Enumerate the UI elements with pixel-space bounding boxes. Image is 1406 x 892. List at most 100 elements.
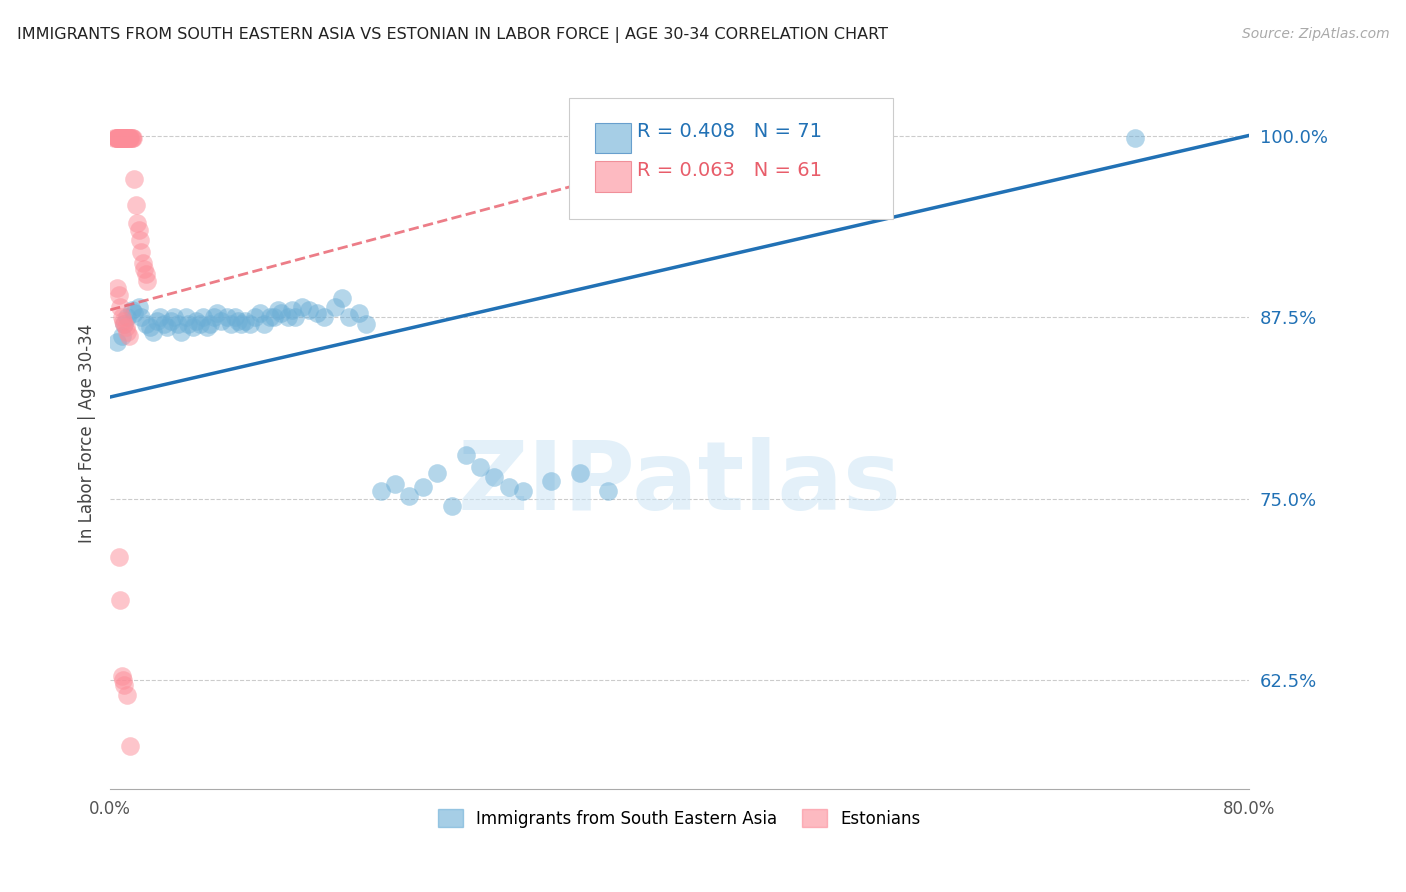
Point [174, 310, 197, 325]
Legend: Immigrants from South Eastern Asia, Estonians: Immigrants from South Eastern Asia, Esto… [432, 803, 928, 834]
Point [105, 131, 128, 145]
Point [239, 318, 262, 332]
Point [120, 131, 142, 145]
Point [202, 310, 225, 325]
Point [568, 466, 591, 480]
Point [270, 306, 292, 320]
Point [235, 314, 257, 328]
Point [108, 300, 131, 314]
Point [108, 131, 131, 145]
Point [111, 673, 134, 688]
Point [131, 310, 153, 325]
Point [128, 300, 150, 314]
Point [124, 306, 146, 320]
Point [298, 302, 321, 317]
Point [124, 172, 146, 186]
Point [191, 310, 214, 325]
Point [111, 131, 134, 145]
Point [118, 329, 141, 343]
Point [142, 325, 165, 339]
Point [177, 318, 200, 332]
Point [128, 223, 150, 237]
Point [267, 302, 290, 317]
Point [112, 131, 135, 145]
Point [136, 274, 159, 288]
Point [284, 310, 307, 325]
Point [160, 314, 183, 328]
Point [103, 131, 125, 145]
Point [115, 131, 138, 145]
Point [398, 489, 420, 503]
Point [114, 320, 136, 334]
Point [108, 131, 131, 145]
Point [115, 325, 138, 339]
Point [134, 262, 156, 277]
Point [245, 310, 267, 325]
Point [108, 131, 131, 145]
Point [312, 310, 335, 325]
Point [114, 131, 136, 145]
Point [135, 318, 157, 332]
Point [110, 131, 132, 145]
Text: R = 0.063   N = 61: R = 0.063 N = 61 [637, 161, 823, 179]
Point [107, 288, 129, 302]
Point [125, 198, 148, 212]
Point [229, 318, 252, 332]
Point [347, 306, 370, 320]
Point [115, 688, 138, 702]
Point [163, 310, 186, 325]
Point [107, 131, 129, 145]
Point [156, 320, 179, 334]
Point [195, 320, 218, 334]
Point [205, 306, 228, 320]
Point [107, 549, 129, 564]
Point [198, 318, 221, 332]
Point [323, 300, 346, 314]
Point [111, 131, 134, 145]
Point [305, 306, 328, 320]
Point [121, 131, 143, 145]
Point [253, 318, 276, 332]
Point [412, 480, 434, 494]
Point [384, 477, 406, 491]
Point [127, 216, 149, 230]
Y-axis label: In Labor Force | Age 30-34: In Labor Force | Age 30-34 [79, 324, 96, 543]
Point [498, 480, 520, 494]
Point [188, 318, 211, 332]
Point [129, 233, 152, 247]
Point [105, 281, 128, 295]
Point [512, 484, 534, 499]
Point [224, 310, 246, 325]
Point [484, 470, 506, 484]
Point [131, 244, 153, 259]
Point [112, 131, 135, 145]
Point [226, 314, 249, 328]
Point [281, 302, 304, 317]
Point [118, 131, 141, 145]
Point [356, 318, 378, 332]
Point [153, 318, 176, 332]
Point [184, 314, 207, 328]
Point [110, 131, 132, 145]
Point [114, 131, 136, 145]
Point [263, 310, 285, 325]
Text: R = 0.408   N = 71: R = 0.408 N = 71 [637, 122, 823, 141]
Point [108, 593, 131, 607]
Point [104, 131, 127, 145]
Point [111, 131, 134, 145]
Point [139, 320, 162, 334]
Point [108, 131, 131, 145]
Point [170, 325, 193, 339]
Point [291, 300, 314, 314]
Point [1123, 131, 1146, 145]
Point [107, 131, 129, 145]
Point [110, 131, 132, 145]
Point [112, 318, 135, 332]
Point [454, 448, 477, 462]
Point [110, 669, 132, 683]
Point [121, 131, 143, 145]
Point [249, 306, 271, 320]
Point [337, 310, 360, 325]
Point [598, 484, 620, 499]
Point [120, 739, 142, 753]
